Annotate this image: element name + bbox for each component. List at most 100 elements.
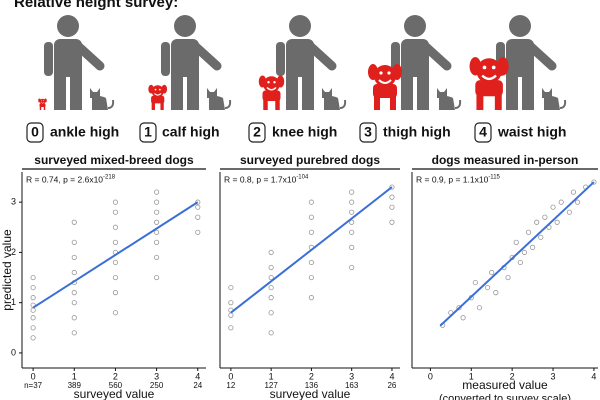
point [513, 239, 519, 245]
point [268, 274, 274, 281]
cat-head [207, 88, 217, 98]
point [554, 219, 560, 225]
point [195, 204, 201, 210]
n-label: 127 [264, 381, 278, 390]
x-axis-subtitle: (converted to survey scale) [439, 393, 571, 400]
dog-mouth [481, 74, 497, 81]
point [112, 199, 119, 205]
cat-head [90, 88, 100, 98]
point [112, 209, 119, 215]
x-tick-label: 0 [228, 371, 233, 381]
person-arm [73, 41, 105, 71]
point [30, 274, 36, 281]
x-tick-label: 2 [113, 371, 118, 381]
y-tick-label: 2 [11, 247, 16, 257]
dog-ear [497, 57, 509, 76]
n-label: 560 [109, 381, 123, 390]
person-head [404, 15, 426, 37]
point [456, 305, 462, 311]
point [476, 305, 483, 311]
point [542, 214, 548, 220]
point [30, 284, 36, 291]
cat-tail [224, 99, 232, 109]
dog-eye [43, 100, 44, 102]
cat-head [437, 88, 447, 98]
person-arm [161, 42, 170, 76]
point [112, 259, 119, 266]
point [460, 315, 466, 321]
dog-ear [368, 64, 378, 80]
point [112, 274, 119, 281]
point [308, 259, 315, 266]
cat-tail [107, 99, 115, 109]
x-tick-label: 1 [269, 371, 274, 381]
dog-body [373, 84, 397, 98]
point [71, 269, 77, 276]
point [550, 204, 556, 210]
dog-leg [494, 93, 502, 110]
dog-mouth [378, 79, 392, 84]
fit-line [439, 181, 595, 327]
x-tick-label: 4 [195, 371, 200, 381]
dog-ear [469, 57, 482, 76]
point [228, 312, 234, 318]
stat-exponent: -115 [488, 175, 500, 181]
level-box [474, 122, 492, 143]
point [574, 199, 581, 205]
dog-mouth [154, 93, 162, 96]
cat-tail [339, 99, 347, 109]
dog [38, 98, 47, 110]
cat [207, 88, 232, 110]
x-tick-label: 3 [551, 371, 556, 381]
x-axis-title: measured value [462, 378, 548, 392]
stat-annotation: R = 0.9, p = 1.1x10 [416, 174, 489, 184]
y-tick-label: 1 [11, 297, 16, 307]
point [228, 325, 234, 331]
dog-eye [491, 65, 496, 70]
point [389, 184, 395, 190]
point [30, 335, 36, 341]
y-tick-label: 0 [11, 347, 16, 357]
person-leg [70, 72, 82, 110]
point [228, 284, 234, 291]
point [521, 249, 528, 256]
point [195, 214, 201, 220]
person-head [57, 15, 79, 37]
dog-eye [267, 81, 270, 84]
person-leg [417, 72, 429, 110]
n-label: 250 [150, 381, 164, 390]
y-tick-label: 3 [11, 197, 16, 207]
point [268, 310, 274, 316]
level-number: 0 [31, 124, 39, 140]
point [71, 300, 77, 306]
dog-leg [43, 106, 46, 110]
cat-body [209, 96, 225, 110]
dog-mouth [266, 86, 277, 91]
fit-line [230, 186, 393, 314]
point [268, 249, 274, 256]
pictogram [148, 15, 232, 110]
point [30, 307, 36, 313]
level-box [359, 122, 377, 143]
cat-head [322, 88, 332, 98]
person-leg [171, 72, 183, 110]
level-label: ankle high [50, 124, 119, 140]
point [308, 199, 315, 205]
dog-ear [276, 75, 285, 88]
n-label: 389 [68, 381, 82, 390]
point [389, 194, 395, 200]
person-head [174, 15, 196, 37]
person-head [289, 15, 311, 37]
person-leg [302, 72, 314, 110]
point [349, 219, 355, 225]
point [308, 274, 315, 281]
stat-exponent: -104 [296, 175, 309, 181]
x-tick-label: 4 [591, 371, 596, 381]
point [71, 219, 77, 225]
panel-title: surveyed mixed-breed dogs [34, 153, 194, 167]
panel-title: surveyed purebred dogs [240, 153, 380, 167]
point [308, 229, 315, 235]
dog-body [151, 95, 165, 104]
cat [542, 88, 567, 110]
person-leg [54, 72, 66, 110]
